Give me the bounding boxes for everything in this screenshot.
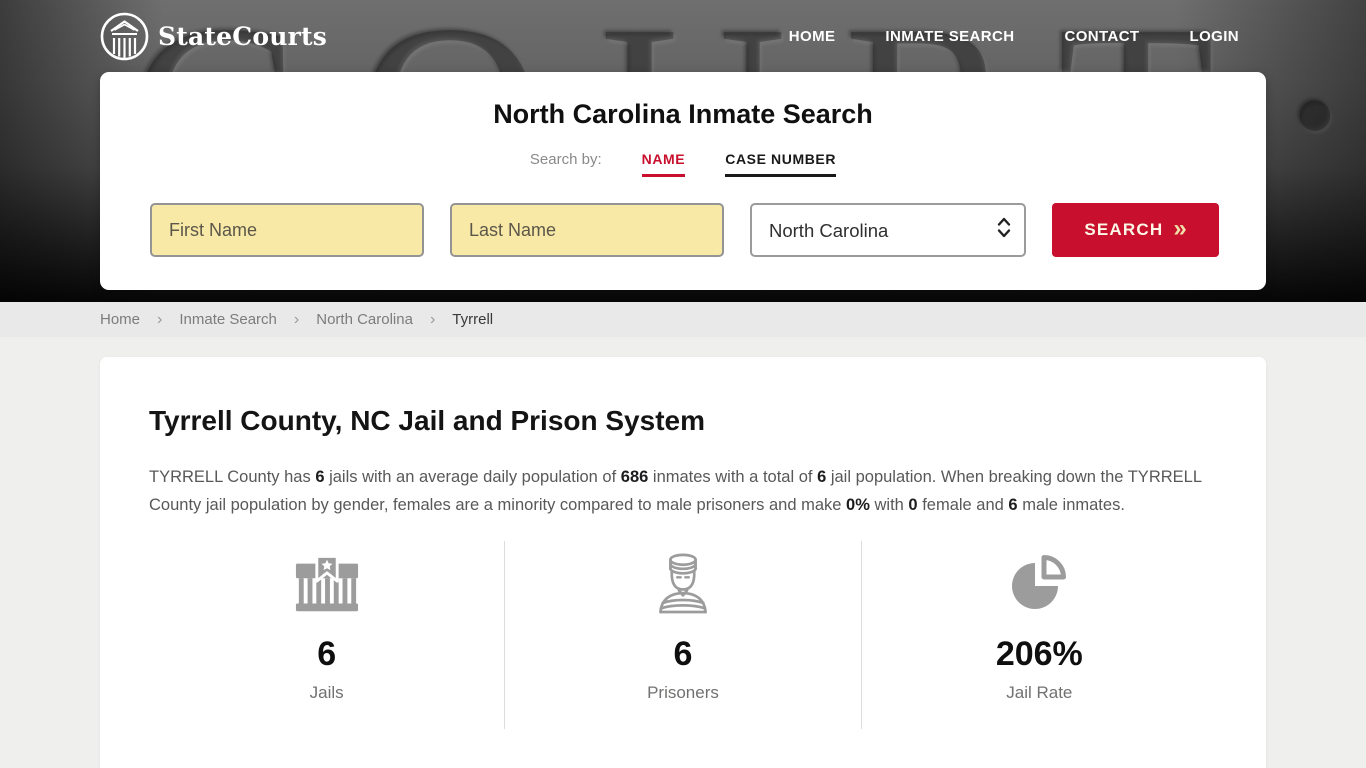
prisoner-icon [505, 551, 860, 619]
courthouse-icon [100, 12, 149, 61]
county-summary-paragraph: TYRRELL County has 6 jails with an avera… [149, 468, 1202, 514]
page-title: Tyrrell County, NC Jail and Prison Syste… [149, 405, 705, 436]
search-by-row: Search by: NAME CASE NUMBER [100, 151, 1266, 177]
search-button-label: SEARCH [1084, 220, 1164, 239]
double-chevron-icon: » [1173, 214, 1187, 242]
stat-prisoners: 6 Prisoners [504, 541, 860, 729]
state-select-wrap: North Carolina [750, 203, 1026, 257]
first-name-input[interactable] [150, 203, 424, 257]
search-button[interactable]: SEARCH » [1052, 203, 1219, 257]
jail-building-icon [149, 551, 504, 619]
county-stats-row: 6 Jails [149, 541, 1217, 729]
breadcrumb-separator: › [429, 310, 436, 328]
search-by-label: Search by: [529, 151, 602, 168]
statecourts-logo[interactable]: StateCourts [100, 12, 327, 61]
inmate-search-card: North Carolina Inmate Search Search by: … [100, 72, 1266, 290]
tab-search-by-case-number[interactable]: CASE NUMBER [725, 151, 837, 177]
breadcrumb-current-tyrrell: Tyrrell [452, 311, 494, 328]
last-name-input[interactable] [450, 203, 724, 257]
main-nav: HOME INMATE SEARCH CONTACT LOGIN [789, 28, 1239, 45]
search-form: North Carolina SEARCH » [150, 203, 1219, 257]
search-card-title: North Carolina Inmate Search [493, 99, 873, 129]
stat-jails: 6 Jails [149, 541, 504, 729]
prisoners-label: Prisoners [647, 683, 719, 702]
breadcrumb: Home › Inmate Search › North Carolina › … [0, 302, 1366, 337]
breadcrumb-separator: › [157, 310, 163, 328]
county-content-card: Tyrrell County, NC Jail and Prison Syste… [100, 357, 1266, 768]
nav-home[interactable]: HOME [788, 27, 836, 45]
top-navigation-bar: StateCourts HOME INMATE SEARCH CONTACT L… [0, 0, 1366, 72]
tab-search-by-name[interactable]: NAME [641, 151, 686, 177]
jail-rate-value: 206% [995, 635, 1083, 673]
breadcrumb-separator: › [293, 310, 300, 328]
nav-login[interactable]: LOGIN [1189, 27, 1239, 45]
jail-rate-label: Jail Rate [1006, 683, 1073, 702]
prisoners-count: 6 [673, 635, 693, 673]
pie-chart-icon [862, 551, 1217, 619]
state-select[interactable]: North Carolina [750, 203, 1026, 257]
jails-count: 6 [317, 635, 337, 673]
nav-contact[interactable]: CONTACT [1064, 27, 1140, 45]
stat-jail-rate: 206% Jail Rate [860, 541, 1217, 729]
jails-label: Jails [309, 683, 344, 702]
hero-header: COURT·HOUSE StateCourt [0, 0, 1366, 302]
breadcrumb-inmate-search[interactable]: Inmate Search [179, 311, 277, 328]
breadcrumb-north-carolina[interactable]: North Carolina [316, 311, 413, 328]
breadcrumb-home[interactable]: Home [100, 311, 141, 328]
brand-name: StateCourts [158, 21, 327, 51]
nav-inmate-search[interactable]: INMATE SEARCH [885, 27, 1015, 45]
